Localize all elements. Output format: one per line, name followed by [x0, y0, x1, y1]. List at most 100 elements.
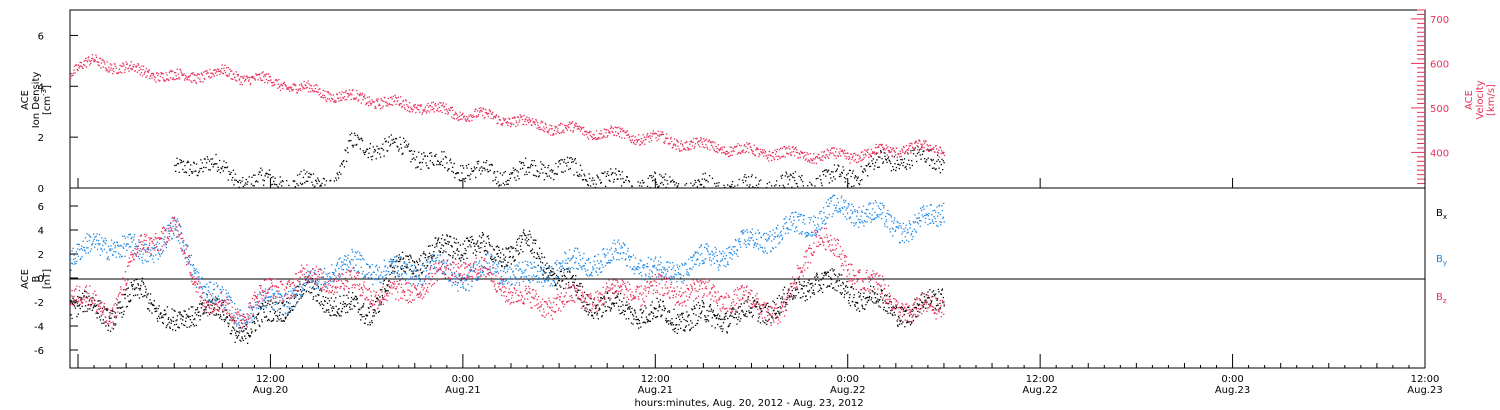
velocity-point-89 [120, 71, 122, 73]
density-point-896 [928, 149, 930, 151]
bx-point-1227 [660, 316, 662, 318]
bx-point-667 [390, 272, 393, 274]
velocity-point-786 [511, 122, 513, 124]
density-point-699 [760, 179, 762, 181]
by-point-609 [363, 276, 365, 279]
velocity-point-450 [322, 89, 324, 91]
density-point-467 [535, 175, 538, 177]
bx-point-332 [229, 332, 231, 335]
density-point-784 [847, 172, 849, 175]
velocity-point-1095 [684, 142, 686, 144]
bx-point-1776 [924, 299, 926, 302]
density-point-326 [433, 164, 435, 166]
velocity-point-249 [209, 77, 211, 79]
bx-point-201 [166, 306, 168, 308]
bx-point-325 [226, 316, 228, 318]
velocity-point-668 [444, 112, 447, 115]
velocity-point-144 [150, 72, 153, 75]
by-point-661 [388, 271, 390, 273]
density-point-774 [840, 175, 842, 177]
velocity-point-206 [185, 76, 187, 78]
bx-point-624 [370, 306, 372, 308]
bx-point-669 [391, 266, 394, 269]
velocity-point-499 [350, 92, 352, 94]
velocity-point-223 [195, 81, 197, 83]
velocity-point-1429 [872, 151, 874, 153]
bx-point-1249 [670, 324, 673, 326]
bx-point-204 [168, 317, 170, 319]
velocity-point-12 [76, 68, 78, 71]
velocity-point-726 [477, 115, 479, 118]
density-point-836 [885, 158, 887, 160]
bx-point-1305 [697, 301, 700, 304]
velocity-point-1285 [791, 151, 793, 153]
velocity-point-1500 [911, 146, 914, 148]
velocity-point-1123 [700, 137, 702, 139]
velocity-point-1073 [672, 146, 674, 148]
velocity-point-1292 [795, 146, 797, 148]
bx-point-1267 [679, 314, 681, 316]
by-point-317 [222, 288, 224, 291]
bx-point-577 [347, 297, 349, 299]
velocity-point-797 [517, 124, 519, 126]
density-point-264 [388, 136, 390, 138]
bx-point-1232 [662, 300, 664, 302]
density-point-532 [582, 179, 584, 181]
density-point-241 [371, 155, 374, 157]
density-point-19 [187, 161, 190, 163]
by-point-138 [136, 246, 138, 248]
density-point-290 [407, 145, 409, 147]
bx-point-519 [319, 304, 321, 306]
velocity-point-265 [218, 70, 220, 72]
by-point-312 [220, 289, 222, 291]
by-point-318 [223, 300, 225, 302]
velocity-point-1438 [877, 152, 879, 154]
density-point-492 [553, 173, 556, 175]
density-point-590 [628, 181, 631, 183]
velocity-point-454 [324, 96, 327, 99]
bx-point-430 [276, 315, 279, 317]
bx-point-734 [423, 251, 425, 253]
bx-point-762 [436, 242, 438, 244]
velocity-point-236 [202, 81, 204, 83]
bx-point-1339 [714, 315, 716, 317]
density-point-860 [902, 164, 904, 167]
velocity-point-309 [243, 75, 245, 77]
velocity-point-1391 [850, 153, 852, 155]
bx-point-927 [515, 241, 518, 243]
velocity-point-99 [125, 61, 127, 63]
velocity-point-489 [344, 99, 346, 101]
velocity-point-1305 [802, 152, 804, 154]
density-point-702 [768, 181, 771, 183]
by-point-10 [74, 257, 77, 260]
bx-point-1775 [923, 296, 926, 298]
velocity-point-1005 [634, 140, 636, 142]
bx-point-143 [138, 297, 141, 299]
velocity-point-302 [239, 83, 241, 85]
density-point-585 [623, 181, 626, 183]
by-point-547 [333, 281, 335, 283]
velocity-point-700 [462, 116, 465, 119]
bx-point-1363 [725, 312, 727, 314]
bx-point-81 [109, 317, 111, 320]
velocity-point-902 [576, 125, 578, 127]
velocity-point-1519 [922, 143, 924, 145]
by-point-466 [294, 288, 296, 290]
velocity-point-69 [108, 71, 110, 73]
velocity-point-267 [219, 70, 222, 72]
bx-point-1104 [601, 316, 603, 318]
bx-point-347 [236, 336, 239, 338]
bx-point-1303 [696, 322, 699, 325]
velocity-point-1029 [647, 136, 649, 138]
velocity-point-67 [107, 71, 109, 73]
velocity-point-398 [293, 83, 295, 85]
velocity-point-1459 [888, 150, 891, 152]
bx-point-1595 [837, 276, 839, 278]
velocity-point-646 [432, 101, 434, 103]
bx-point-466 [294, 305, 296, 308]
bx-point-494 [307, 280, 309, 282]
velocity-point-1437 [876, 147, 878, 149]
velocity-point-1032 [649, 135, 651, 137]
density-point-67 [222, 170, 224, 172]
velocity-point-1479 [900, 152, 902, 155]
